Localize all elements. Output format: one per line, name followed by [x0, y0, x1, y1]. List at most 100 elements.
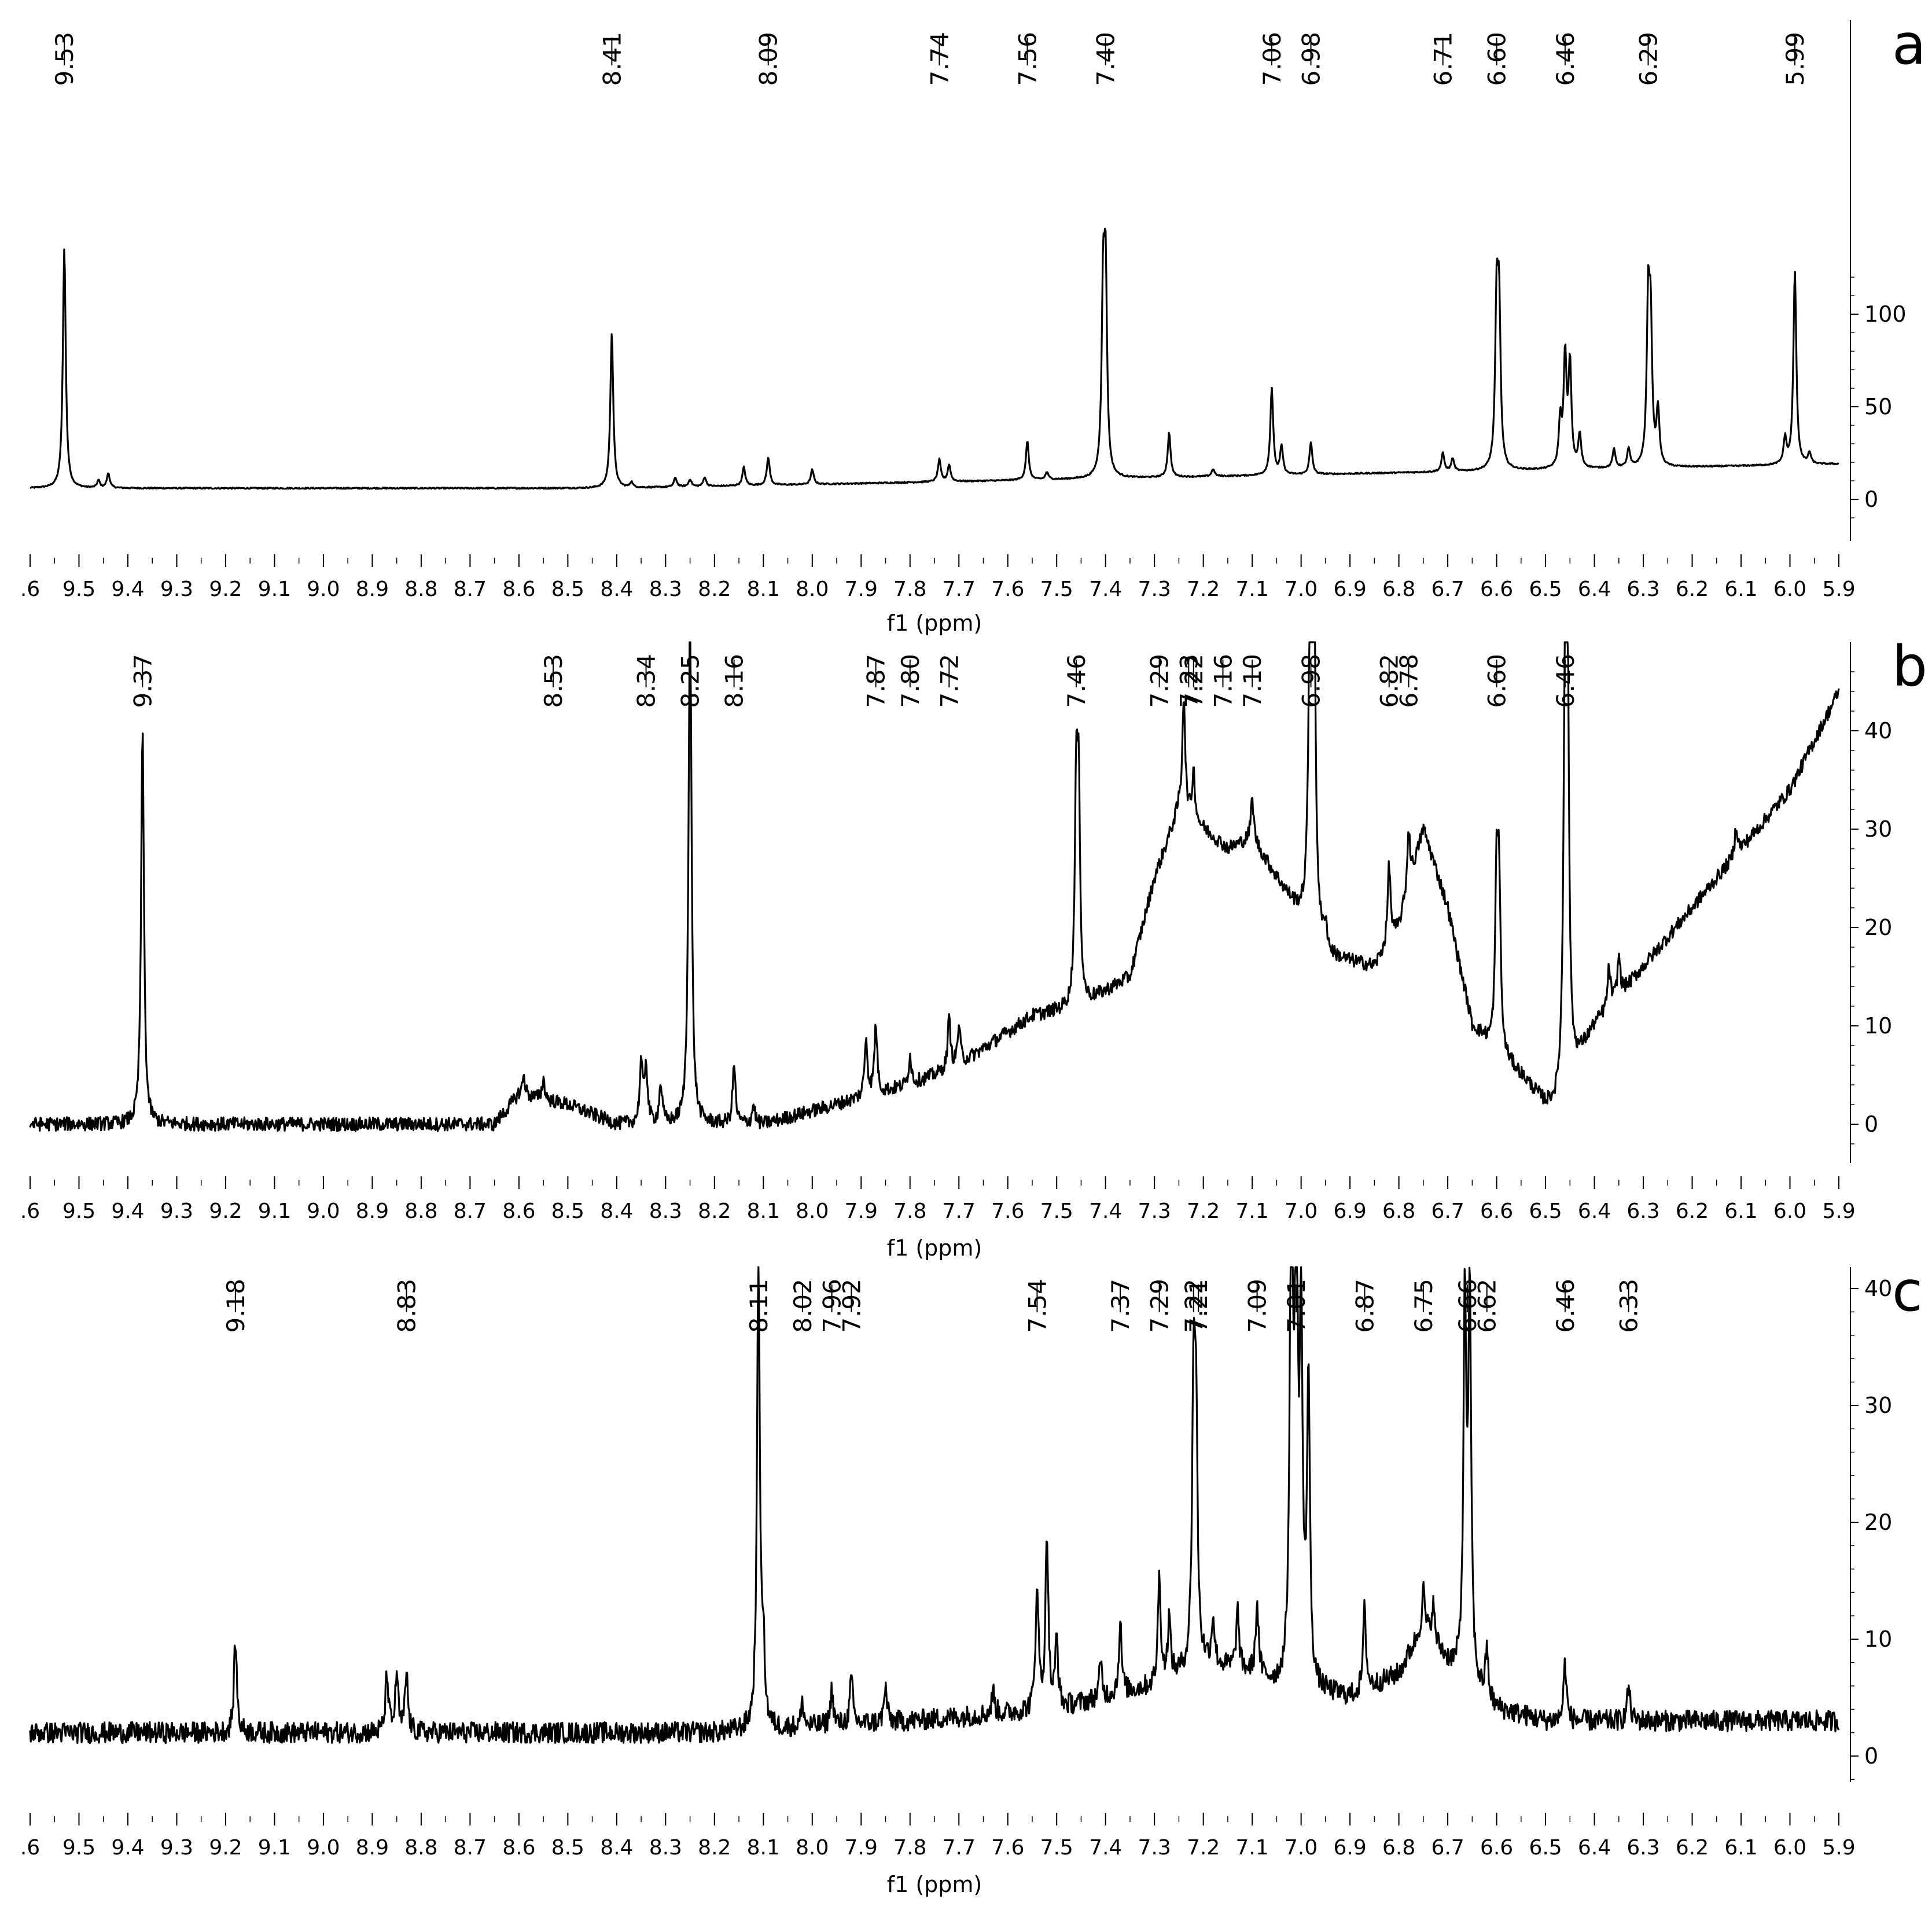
x-tick-label: 9.1 [258, 1199, 291, 1223]
x-tick-label: 7.6 [991, 1199, 1024, 1223]
x-tick-label: .6 [20, 1199, 40, 1223]
spectrum-panel-a: 0 50 100 .6 9.5 9.4 9.3 9.2 9.1 9.0 8.9 8.8 8.7 8.6 8.… [20, 12, 1926, 636]
x-tick-label: 6.5 [1529, 577, 1562, 601]
x-tick-label: 6.5 [1529, 1836, 1562, 1860]
y-tick-label: 30 [1864, 1393, 1892, 1418]
spectrum-line [30, 227, 1839, 490]
x-tick-label: 8.2 [698, 1199, 731, 1223]
x-tick-label: 7.2 [1187, 1836, 1220, 1860]
y-tick-label: 10 [1864, 1013, 1892, 1039]
x-tick-label: 7.4 [1089, 1836, 1122, 1860]
x-tick-label: 8.4 [600, 1836, 633, 1860]
x-tick-label: 7.3 [1138, 1199, 1171, 1223]
x-tick-label: 7.8 [893, 1836, 926, 1860]
x-tick-label: 6.6 [1480, 577, 1513, 601]
x-tick-label: 8.6 [502, 577, 535, 601]
x-tick-label: 6.1 [1724, 1836, 1757, 1860]
x-tick-label: 7.0 [1285, 1836, 1318, 1860]
x-tick-label: 9.4 [111, 1836, 144, 1860]
x-tick-label: 5.9 [1822, 1836, 1855, 1860]
x-tick-label: 9.5 [62, 1199, 95, 1223]
x-tick-label: 7.4 [1089, 1199, 1122, 1223]
x-tick-label: 8.4 [600, 577, 633, 601]
x-tick-label: 6.7 [1431, 1199, 1464, 1223]
y-axis: 0 10 20 30 40 [1850, 642, 1892, 1163]
spectrum-line [29, 641, 1840, 1132]
x-tick-label: 9.2 [209, 577, 242, 601]
x-tick-label: 8.9 [356, 1836, 389, 1860]
x-tick-label: 8.8 [404, 1199, 437, 1223]
x-tick-label: 6.9 [1334, 1199, 1367, 1223]
x-tick-label: 9.4 [111, 577, 144, 601]
x-tick-label: 8.2 [698, 577, 731, 601]
x-tick-label: 6.3 [1626, 1199, 1659, 1223]
x-tick-label: 8.1 [747, 1836, 780, 1860]
x-tick-label: 7.1 [1236, 577, 1269, 601]
y-axis: 0 10 20 30 40 [1850, 1267, 1892, 1782]
y-tick-label: 100 [1864, 301, 1907, 327]
x-tick-label: 7.8 [893, 1199, 926, 1223]
x-tick-label: 6.0 [1773, 1836, 1806, 1860]
x-axis: .6 9.5 9.4 9.3 9.2 9.1 9.0 8.9 8.8 8.7 8.6 8.5 8.4 8.… [20, 554, 1856, 636]
x-tick-label: 8.7 [454, 1199, 487, 1223]
x-tick-label: 7.7 [943, 1836, 976, 1860]
x-tick-label: 9.1 [258, 1836, 291, 1860]
x-tick-label: 7.2 [1187, 577, 1220, 601]
panel-label: c [1892, 1259, 1923, 1324]
x-tick-label: 5.9 [1822, 1199, 1855, 1223]
x-tick-label: 8.4 [600, 1199, 633, 1223]
x-tick-label: 8.3 [649, 1199, 682, 1223]
x-tick-label: 9.4 [111, 1199, 144, 1223]
x-tick-label: 6.1 [1724, 1199, 1757, 1223]
x-tick-label: 7.6 [991, 1836, 1024, 1860]
y-tick-label: 20 [1864, 915, 1892, 940]
x-tick-label: 8.7 [454, 577, 487, 601]
x-tick-label: 6.9 [1334, 577, 1367, 601]
x-tick-label: 8.0 [796, 1199, 829, 1223]
x-tick-label: 5.9 [1822, 577, 1855, 601]
x-tick-label: 8.8 [404, 577, 437, 601]
x-tick-label: 8.5 [551, 1836, 584, 1860]
x-tick-label: 8.3 [649, 577, 682, 601]
peak-labels: 9.37 8.53 8.34 8.25 8.16 7.87 7.80 7.72 7.46 7.29… [128, 654, 1580, 708]
x-tick-label: 6.4 [1578, 577, 1611, 601]
x-tick-label: 7.5 [1040, 1836, 1073, 1860]
x-tick-label: 7.6 [991, 577, 1024, 601]
x-tick-label: 8.9 [356, 577, 389, 601]
x-tick-label: 7.8 [893, 577, 926, 601]
x-tick-label: 6.5 [1529, 1199, 1562, 1223]
x-tick-label: 8.9 [356, 1199, 389, 1223]
panel-label: b [1892, 634, 1927, 699]
x-axis-title: f1 (ppm) [887, 610, 982, 636]
peak-labels: 9.18 8.83 8.11 8.02 7.967.92 7.54 7.37 7.29 7.22… [222, 1279, 1643, 1333]
x-tick-label: 9.2 [209, 1199, 242, 1223]
y-tick-label: 20 [1864, 1510, 1892, 1535]
x-tick-label: 6.8 [1382, 1836, 1415, 1860]
x-tick-label: 9.3 [160, 1199, 193, 1223]
x-axis-title: f1 (ppm) [887, 1235, 982, 1261]
x-tick-label: 6.4 [1578, 1199, 1611, 1223]
y-tick-label: 0 [1864, 1743, 1878, 1769]
x-tick-label: 9.0 [307, 577, 340, 601]
x-tick-label: 6.7 [1431, 577, 1464, 601]
y-tick-label: 0 [1864, 1111, 1878, 1137]
x-tick-label: 7.1 [1236, 1836, 1269, 1860]
peak-labels: 9.53 8.41 8.09 7.74 7.56 7.40 7.06 6.98 6.71 6.60… [50, 32, 1809, 86]
x-tick-label: 7.5 [1040, 577, 1073, 601]
x-tick-label: 8.6 [502, 1199, 535, 1223]
x-tick-label: 7.0 [1285, 577, 1318, 601]
spectrum-panel-c: 0 10 20 30 40 .6 9.5 9.4 9.3 9.2 9.1 9.0 8.9 8.8 8.7 8.… [20, 1259, 1923, 1897]
x-tick-label: 8.3 [649, 1836, 682, 1860]
x-tick-label: 6.8 [1382, 1199, 1415, 1223]
y-tick-label: 50 [1864, 394, 1892, 419]
x-tick-label: 9.3 [160, 577, 193, 601]
x-tick-label: 9.1 [258, 577, 291, 601]
x-tick-label: 6.0 [1773, 1199, 1806, 1223]
y-tick-label: 10 [1864, 1626, 1892, 1652]
x-tick-label: 6.2 [1676, 1836, 1709, 1860]
x-tick-label: 8.1 [747, 1199, 780, 1223]
x-tick-label: 7.1 [1236, 1199, 1269, 1223]
x-tick-label: 9.3 [160, 1836, 193, 1860]
x-tick-label: 9.0 [307, 1199, 340, 1223]
x-tick-label: 6.8 [1382, 577, 1415, 601]
